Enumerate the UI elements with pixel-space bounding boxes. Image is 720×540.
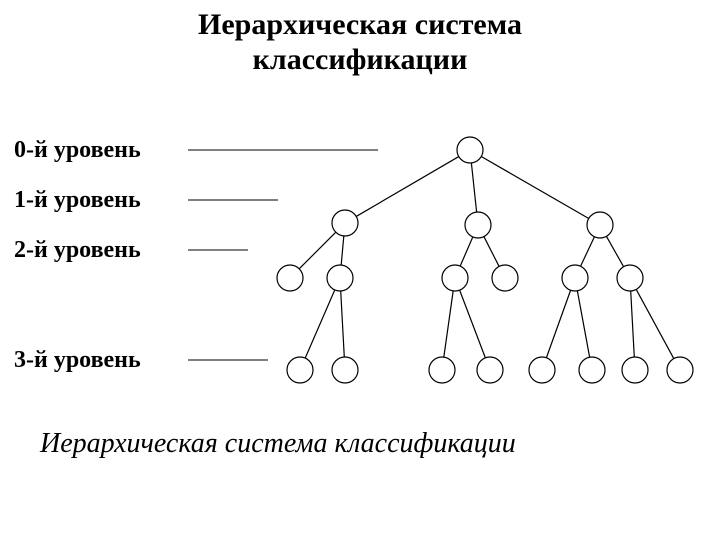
tree-edge xyxy=(606,236,623,266)
tree-node xyxy=(667,357,693,383)
tree-node xyxy=(457,137,483,163)
tree-node xyxy=(477,357,503,383)
tree-edge xyxy=(581,237,595,266)
tree-node xyxy=(287,357,313,383)
tree-node xyxy=(442,265,468,291)
tree-node xyxy=(622,357,648,383)
tree-edge xyxy=(631,291,635,357)
tree-edge xyxy=(546,290,570,358)
tree-node xyxy=(429,357,455,383)
tree-edge xyxy=(460,290,486,358)
tree-edge xyxy=(341,236,344,265)
tree-edge xyxy=(299,232,336,269)
tree-edge xyxy=(471,163,476,212)
tree-node xyxy=(332,357,358,383)
tree-node xyxy=(579,357,605,383)
tree-edge xyxy=(305,290,335,358)
tree-node xyxy=(465,212,491,238)
tree-node xyxy=(332,210,358,236)
tree-node xyxy=(562,265,588,291)
tree-edge xyxy=(460,237,473,266)
tree-node xyxy=(327,265,353,291)
tree-node xyxy=(277,265,303,291)
page-root: Иерархическая система классификации 0-й … xyxy=(0,0,720,540)
tree-edge xyxy=(636,289,674,358)
tree-node xyxy=(617,265,643,291)
tree-edge xyxy=(481,156,588,218)
figure-caption: Иерархическая система классификации xyxy=(40,428,516,460)
tree-edge xyxy=(577,291,589,357)
tree-node xyxy=(529,357,555,383)
tree-edge xyxy=(444,291,453,357)
tree-node xyxy=(492,265,518,291)
tree-edge xyxy=(356,157,459,217)
tree-edge xyxy=(484,237,499,267)
tree-node xyxy=(587,212,613,238)
tree-edge xyxy=(341,291,345,357)
